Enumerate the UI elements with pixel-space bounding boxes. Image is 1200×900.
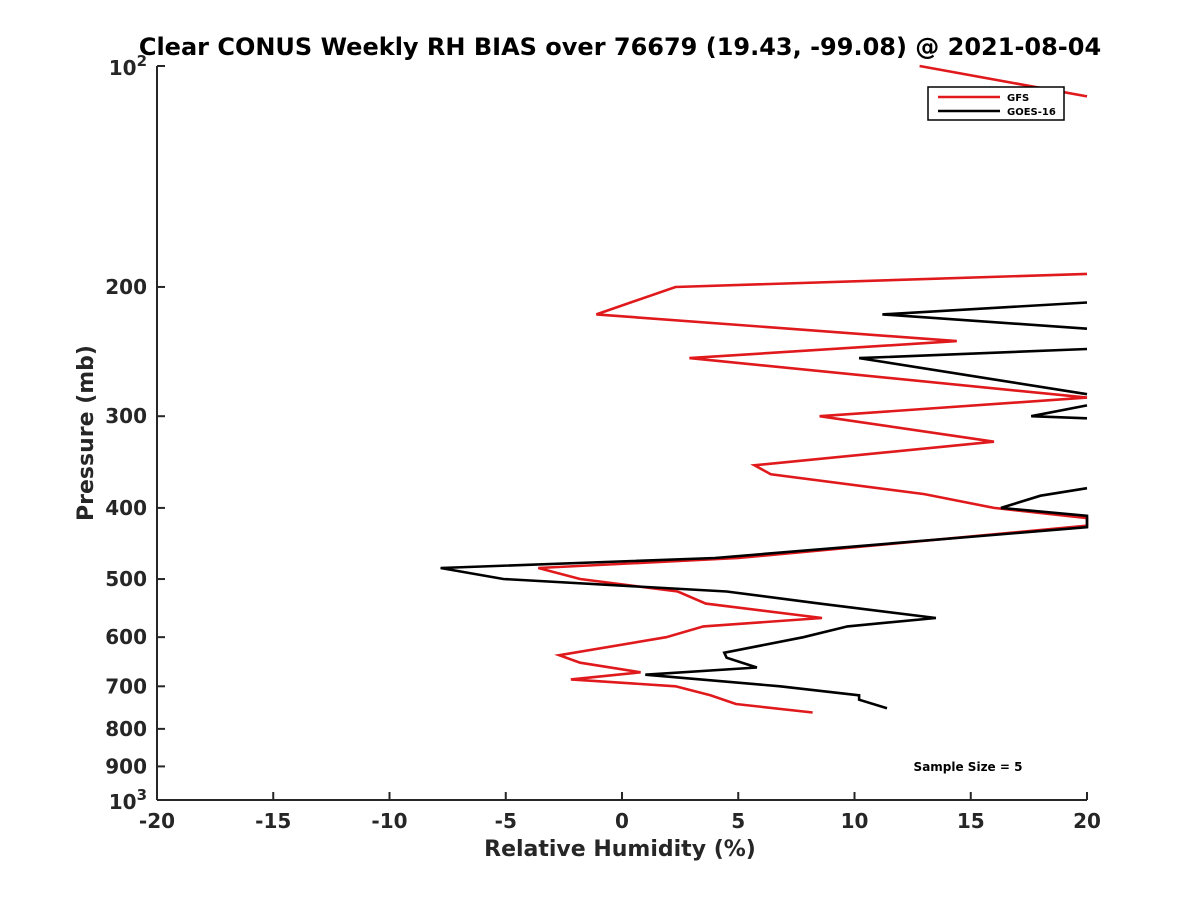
y-tick-label: 103	[109, 786, 147, 814]
x-tick-label: 10	[841, 809, 869, 833]
x-tick-label: -5	[495, 809, 517, 833]
x-tick-label: -15	[255, 809, 291, 833]
y-tick-label: 900	[105, 754, 147, 778]
legend-box	[927, 86, 1065, 121]
y-axis-label: Pressure (mb)	[74, 345, 99, 521]
x-ticks: -20 -15 -10 -5 0 5 10 15 20	[139, 792, 1101, 833]
y-tick-label: 200	[105, 275, 147, 299]
x-tick-label: -10	[371, 809, 407, 833]
y-tick-label: 400	[105, 496, 147, 520]
x-tick-label: 0	[615, 809, 629, 833]
legend-label-goes16: GOES-16	[1007, 107, 1056, 118]
y-tick-label: 300	[105, 404, 147, 428]
y-tick-label: 102	[109, 52, 147, 80]
x-tick-label: -20	[139, 809, 175, 833]
legend-label-gfs: GFS	[1007, 93, 1029, 104]
plot-area	[157, 66, 1087, 800]
y-tick-exponent: 3	[137, 786, 147, 804]
y-tick-label: 700	[105, 674, 147, 698]
y-tick-base: 10	[109, 790, 137, 814]
y-tick-label: 600	[105, 625, 147, 649]
y-tick-label: 800	[105, 717, 147, 741]
y-tick-base: 10	[109, 56, 137, 80]
x-tick-label: 5	[731, 809, 745, 833]
x-tick-label: 15	[957, 809, 985, 833]
chart-title: Clear CONUS Weekly RH BIAS over 76679 (1…	[139, 33, 1101, 61]
y-tick-exponent: 2	[137, 52, 147, 70]
y-tick-label: 500	[105, 567, 147, 591]
x-tick-label: 20	[1073, 809, 1101, 833]
x-axis-label: Relative Humidity (%)	[484, 837, 756, 862]
sample-size-annotation: Sample Size = 5	[914, 760, 1023, 774]
legend: GFS GOES-16	[927, 86, 1065, 121]
series-line-goes-16	[440, 301, 1089, 710]
